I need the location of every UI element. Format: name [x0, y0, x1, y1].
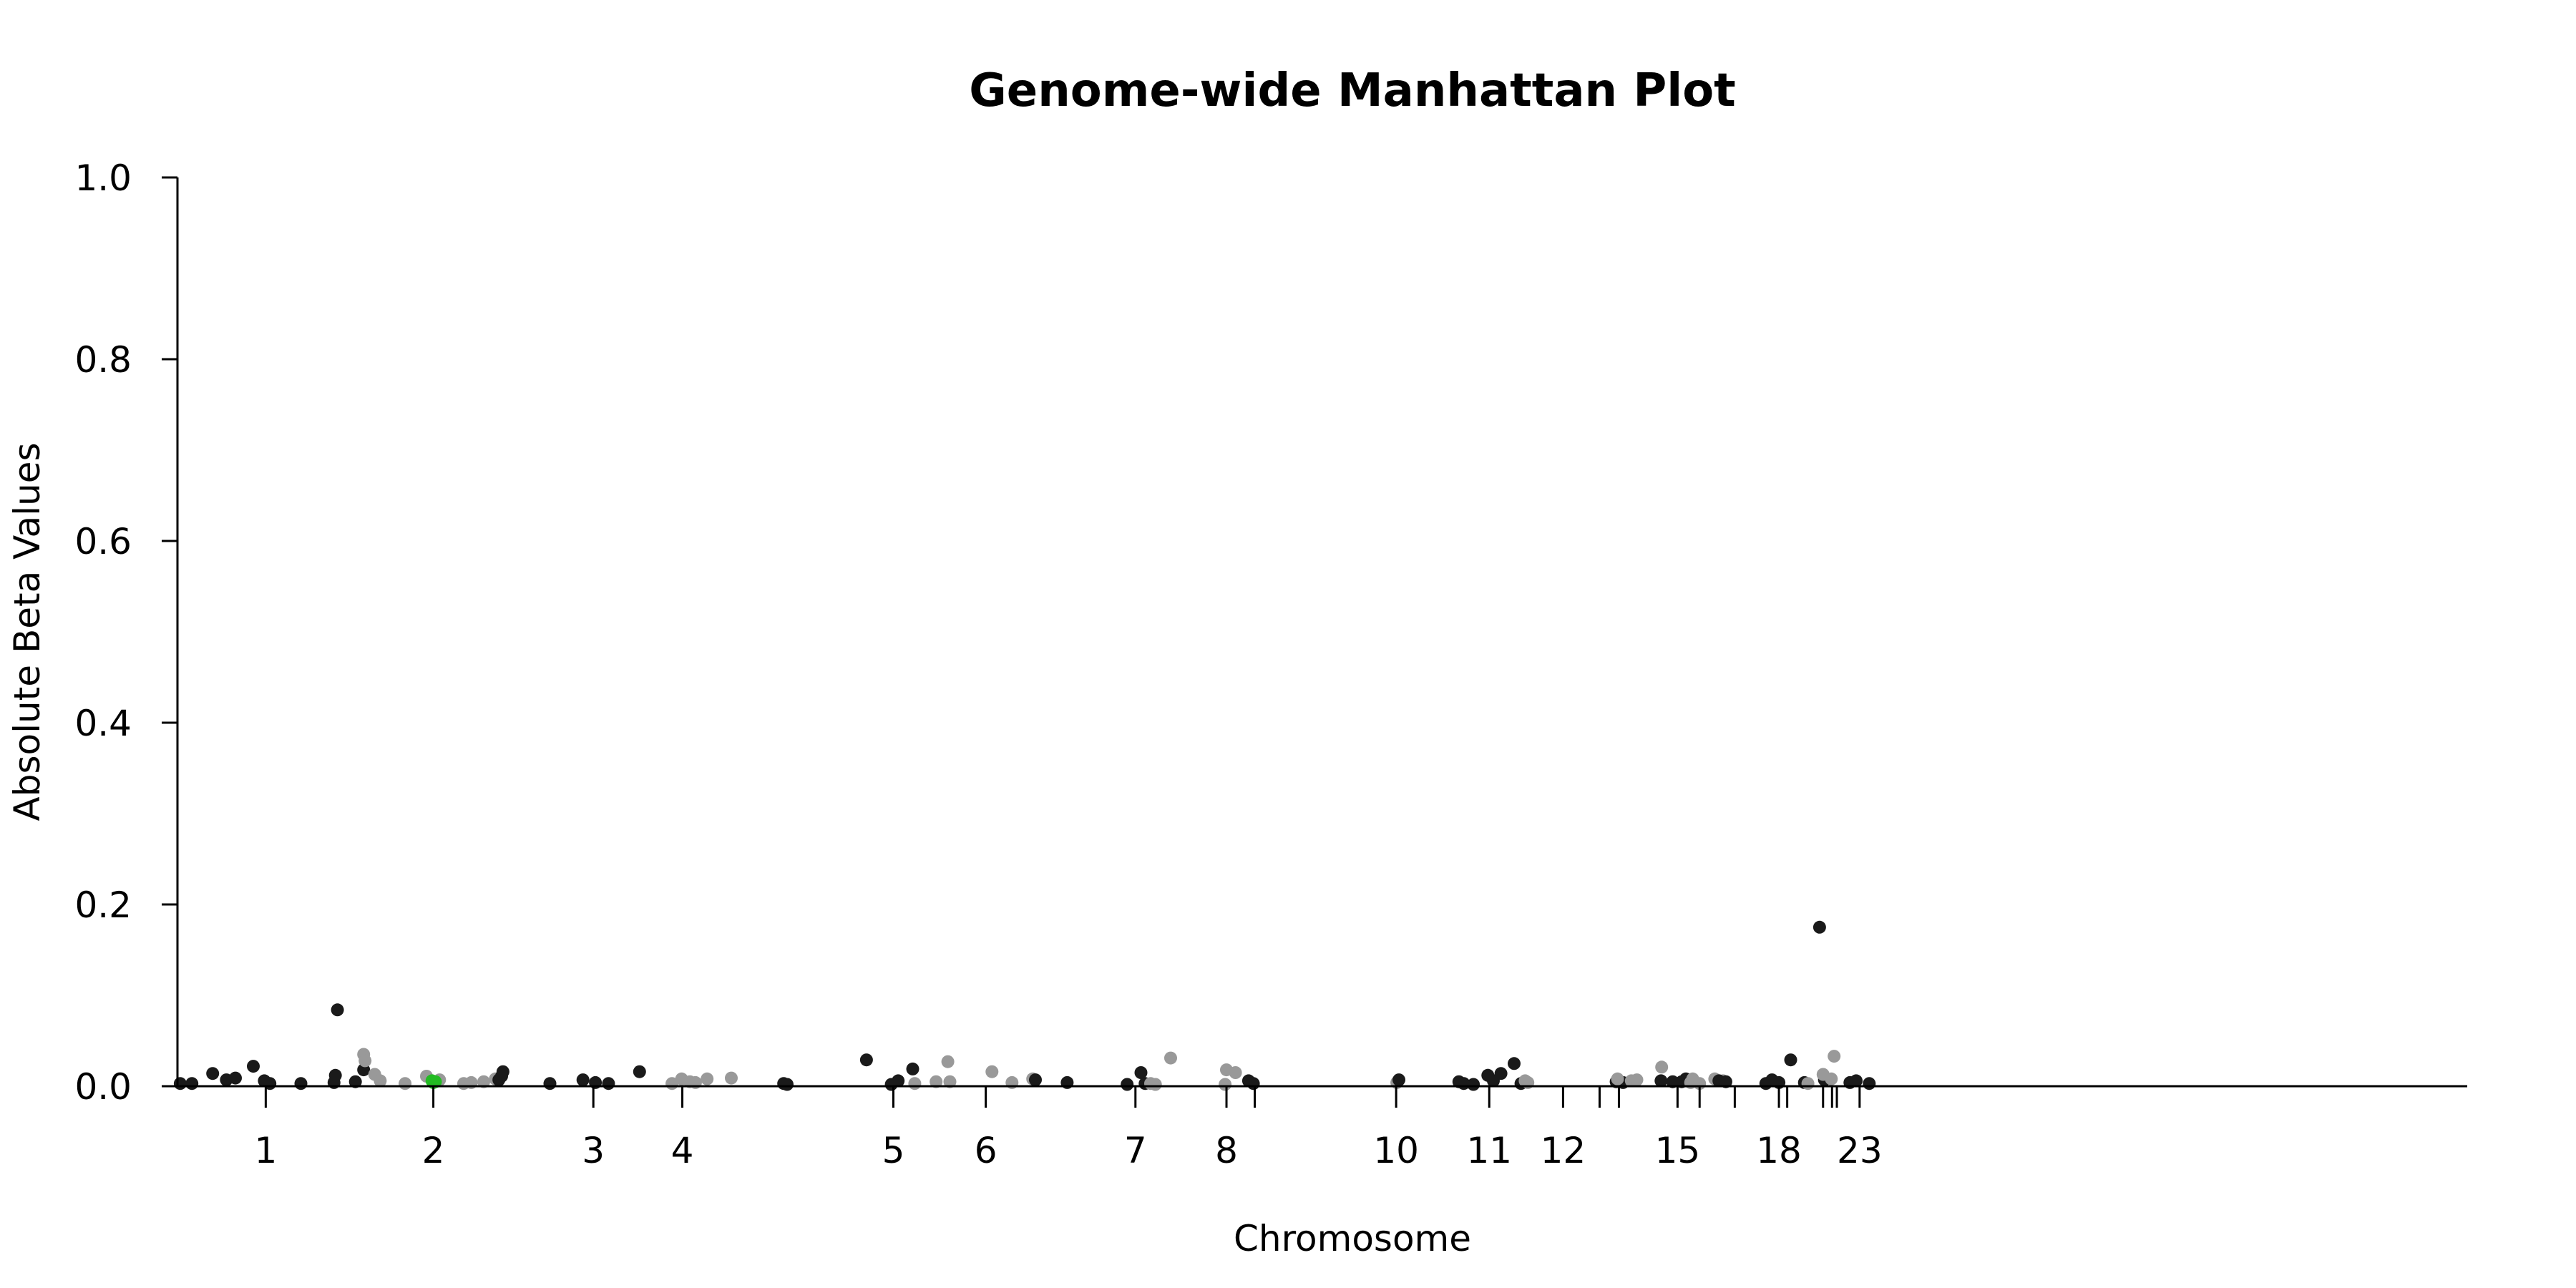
data-point — [1121, 1078, 1134, 1091]
data-point — [206, 1067, 220, 1080]
data-point — [173, 1077, 187, 1091]
data-point — [906, 1062, 919, 1075]
data-point — [1029, 1073, 1042, 1087]
data-point — [348, 1075, 362, 1088]
data-point — [328, 1068, 342, 1082]
y-axis-ticks: 0.0 0.2 0.4 0.6 0.8 1.0 — [74, 157, 177, 1108]
data-point — [1246, 1077, 1260, 1091]
data-point — [781, 1078, 794, 1091]
data-point — [1219, 1078, 1232, 1091]
data-point — [1134, 1066, 1148, 1079]
data-point — [943, 1075, 957, 1088]
data-point — [1164, 1051, 1177, 1065]
data-point — [1654, 1074, 1668, 1088]
data-point — [1630, 1073, 1644, 1087]
data-point — [576, 1073, 590, 1087]
data-point — [1148, 1078, 1162, 1091]
x-tick-label: 15 — [1655, 1130, 1701, 1171]
data-point — [892, 1074, 905, 1088]
data-point — [331, 1003, 344, 1017]
data-point — [1801, 1077, 1815, 1091]
data-point — [429, 1075, 442, 1088]
data-point — [1825, 1072, 1838, 1085]
data-point — [374, 1074, 387, 1088]
data-point — [1863, 1077, 1876, 1091]
data-point — [399, 1077, 412, 1091]
x-axis-label: Chromosome — [1234, 1218, 1471, 1259]
data-point — [1784, 1053, 1797, 1067]
y-tick-label: 1.0 — [74, 157, 132, 199]
data-point — [229, 1071, 242, 1085]
data-point — [247, 1060, 260, 1073]
x-tick-label: 12 — [1541, 1130, 1586, 1171]
data-point — [477, 1075, 490, 1088]
x-tick-label: 8 — [1215, 1130, 1238, 1171]
y-tick-label: 0.0 — [74, 1066, 132, 1108]
y-tick-label: 0.6 — [74, 521, 132, 562]
data-point — [941, 1055, 955, 1068]
data-point — [496, 1065, 509, 1078]
data-point — [1666, 1075, 1679, 1088]
x-tick-label: 23 — [1837, 1130, 1883, 1171]
data-point — [1813, 920, 1826, 934]
data-point — [294, 1077, 308, 1091]
data-point — [701, 1072, 714, 1085]
data-point — [859, 1053, 873, 1067]
x-axis-ticks: 1 2 3 4 5 6 7 8 10 11 12 15 18 23 — [254, 1086, 1883, 1171]
data-point — [1850, 1074, 1863, 1088]
data-point — [1719, 1075, 1732, 1088]
data-point — [1494, 1067, 1508, 1080]
data-point — [1392, 1073, 1405, 1087]
data-point — [725, 1071, 738, 1085]
x-tick-label: 2 — [422, 1130, 445, 1171]
y-tick-label: 0.2 — [74, 884, 132, 926]
data-point — [358, 1054, 372, 1068]
data-point — [1229, 1066, 1242, 1079]
y-tick-label: 0.4 — [74, 703, 132, 744]
data-point — [985, 1065, 999, 1078]
x-tick-label: 10 — [1373, 1130, 1419, 1171]
data-point — [1828, 1050, 1841, 1063]
data-point — [930, 1075, 943, 1088]
data-point — [602, 1077, 615, 1091]
data-point — [1508, 1057, 1521, 1070]
data-points — [173, 920, 1876, 1091]
x-tick-label: 7 — [1124, 1130, 1147, 1171]
y-tick-label: 0.8 — [74, 339, 132, 381]
data-point — [1467, 1078, 1480, 1091]
x-tick-label: 18 — [1756, 1130, 1802, 1171]
x-tick-label: 1 — [254, 1130, 277, 1171]
data-point — [1611, 1072, 1624, 1085]
chart-title: Genome-wide Manhattan Plot — [969, 64, 1736, 117]
y-axis-label: Absolute Beta Values — [6, 443, 48, 821]
data-point — [1655, 1060, 1669, 1074]
x-tick-label: 4 — [671, 1130, 694, 1171]
x-tick-label: 5 — [882, 1130, 905, 1171]
data-point — [185, 1077, 199, 1091]
data-point — [908, 1077, 922, 1091]
x-tick-label: 6 — [975, 1130, 997, 1171]
x-tick-label: 3 — [582, 1130, 605, 1171]
x-tick-label: 11 — [1466, 1130, 1512, 1171]
data-point — [633, 1065, 646, 1078]
data-point — [543, 1077, 557, 1091]
